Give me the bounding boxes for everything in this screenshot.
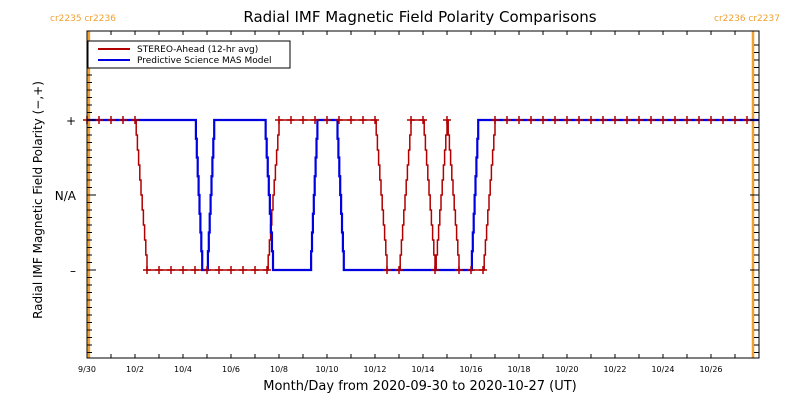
data-point-stereo-ahead: [407, 116, 415, 124]
data-point-stereo-ahead: [467, 266, 475, 274]
data-point-stereo-ahead: [167, 266, 175, 274]
x-tick-label: 9/30: [78, 365, 96, 374]
data-point-stereo-ahead: [503, 116, 511, 124]
data-point-stereo-ahead: [119, 116, 127, 124]
x-tick-label: 10/26: [699, 365, 722, 374]
x-tick-label: 10/22: [603, 365, 626, 374]
y-tick-label: N/A: [55, 189, 77, 203]
data-point-stereo-ahead: [551, 116, 559, 124]
legend-label-stereo: STEREO-Ahead (12-hr avg): [137, 45, 258, 55]
data-point-stereo-ahead: [431, 266, 439, 274]
plot-frame: [86, 30, 760, 359]
data-point-stereo-ahead: [371, 116, 379, 124]
chart-title: Radial IMF Magnetic Field Polarity Compa…: [243, 8, 596, 26]
series-line-mas-model: [87, 118, 759, 272]
data-point-stereo-ahead: [443, 116, 451, 124]
data-point-stereo-ahead: [671, 116, 679, 124]
data-point-stereo-ahead: [143, 266, 151, 274]
data-point-stereo-ahead: [131, 116, 139, 124]
data-point-stereo-ahead: [479, 266, 487, 274]
x-tick-label: 10/8: [270, 365, 288, 374]
data-point-stereo-ahead: [623, 116, 631, 124]
data-point-stereo-ahead: [359, 116, 367, 124]
data-point-stereo-ahead: [587, 116, 595, 124]
x-tick-label: 10/2: [126, 365, 144, 374]
data-point-stereo-ahead: [179, 266, 187, 274]
data-point-stereo-ahead: [347, 116, 355, 124]
carrington-label-right: cr2236 cr2237: [714, 14, 780, 24]
x-tick-label: 10/24: [651, 365, 674, 374]
data-point-stereo-ahead: [311, 116, 319, 124]
data-point-stereo-ahead: [395, 266, 403, 274]
legend-label-mas: Predictive Science MAS Model: [137, 56, 272, 66]
data-point-stereo-ahead: [335, 116, 343, 124]
y-tick-label: –: [70, 264, 76, 278]
data-point-stereo-ahead: [659, 116, 667, 124]
x-tick-label: 10/10: [315, 365, 338, 374]
carrington-label-left: cr2235 cr2236: [50, 14, 116, 24]
data-point-stereo-ahead: [323, 116, 331, 124]
data-point-stereo-ahead: [227, 266, 235, 274]
data-point-stereo-ahead: [155, 266, 163, 274]
data-point-stereo-ahead: [203, 266, 211, 274]
data-point-stereo-ahead: [251, 266, 259, 274]
legend: STEREO-Ahead (12-hr avg) Predictive Scie…: [87, 40, 291, 69]
data-point-stereo-ahead: [611, 116, 619, 124]
x-tick-label: 10/6: [222, 365, 240, 374]
x-tick-label: 10/14: [411, 365, 434, 374]
x-tick-label: 10/16: [459, 365, 482, 374]
y-axis-label: Radial IMF Magnetic Field Polarity (−,+): [31, 81, 45, 319]
data-point-stereo-ahead: [695, 116, 703, 124]
data-point-stereo-ahead: [239, 266, 247, 274]
data-point-stereo-ahead: [419, 116, 427, 124]
data-point-stereo-ahead: [215, 266, 223, 274]
data-point-stereo-ahead: [527, 116, 535, 124]
data-point-stereo-ahead: [599, 116, 607, 124]
data-point-stereo-ahead: [539, 116, 547, 124]
data-point-stereo-ahead: [107, 116, 115, 124]
data-point-stereo-ahead: [287, 116, 295, 124]
data-point-stereo-ahead: [263, 266, 271, 274]
data-point-stereo-ahead: [743, 116, 751, 124]
legend-box: [87, 40, 291, 69]
data-point-stereo-ahead: [731, 116, 739, 124]
data-point-stereo-ahead: [455, 266, 463, 274]
data-point-stereo-ahead: [383, 266, 391, 274]
x-tick-label: 10/4: [174, 365, 192, 374]
data-point-stereo-ahead: [491, 116, 499, 124]
x-tick-label: 10/20: [555, 365, 578, 374]
x-tick-label: 10/18: [507, 365, 530, 374]
data-point-stereo-ahead: [647, 116, 655, 124]
data-point-stereo-ahead: [575, 116, 583, 124]
data-point-stereo-ahead: [563, 116, 571, 124]
x-tick-label: 10/12: [363, 365, 386, 374]
data-point-stereo-ahead: [635, 116, 643, 124]
data-point-stereo-ahead: [275, 116, 283, 124]
data-point-stereo-ahead: [515, 116, 523, 124]
data-point-stereo-ahead: [191, 266, 199, 274]
data-point-stereo-ahead: [299, 116, 307, 124]
data-point-stereo-ahead: [683, 116, 691, 124]
data-point-stereo-ahead: [707, 116, 715, 124]
x-axis-label: Month/Day from 2020-09-30 to 2020-10-27 …: [263, 379, 576, 394]
series-line-stereo-ahead: [87, 119, 747, 271]
data-point-stereo-ahead: [719, 116, 727, 124]
data-point-stereo-ahead: [95, 116, 103, 124]
y-tick-label: +: [66, 114, 76, 128]
